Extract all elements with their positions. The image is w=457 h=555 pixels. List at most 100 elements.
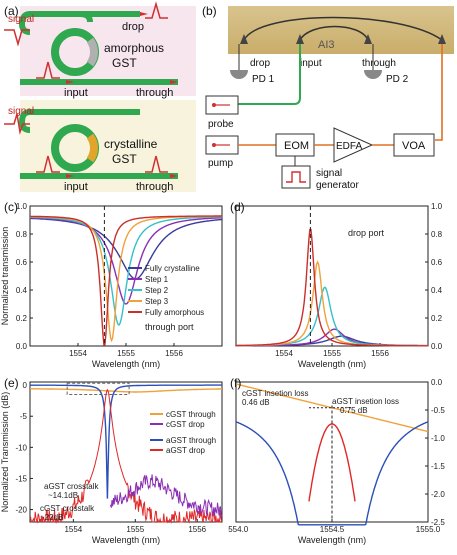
eom-label: EOM <box>284 140 309 152</box>
input-label: input <box>64 87 88 99</box>
pd2-label: PD 2 <box>386 74 409 85</box>
input-pulse-icon <box>36 61 60 79</box>
x-tick-label: 1555 <box>126 525 144 534</box>
plot-frame <box>29 381 223 523</box>
panel-a-label: (a) <box>4 4 19 18</box>
signal-label: signal <box>8 14 34 25</box>
annotation-label: cGST insetion loss <box>242 389 309 398</box>
x-tick-label: 1556 <box>371 349 389 358</box>
y-tick-label: 0.4 <box>431 286 443 295</box>
agst-drop-line <box>308 423 356 502</box>
pd1-icon <box>230 70 248 79</box>
y-tick-label: -5 <box>20 412 28 421</box>
edfa-label: EDFA <box>336 141 362 152</box>
legend-label: cGST through <box>166 410 216 419</box>
pump-label: pump <box>208 158 233 169</box>
annotation-label: 0.75 dB <box>340 406 368 415</box>
legend-label: aGST drop <box>166 446 206 455</box>
agst-through-line <box>235 421 429 526</box>
crystalline-gst-patch <box>86 133 98 163</box>
edfa-amplifier <box>333 127 374 163</box>
signal-generator-box <box>281 165 311 189</box>
signal-generator-line1: signal <box>316 168 342 179</box>
signal-dip-icon <box>4 29 30 47</box>
chart-d: 1554 1555 1556 0.0 0.2 0.4 0.6 0.8 1.0 Wavelength… <box>235 202 443 369</box>
y-tick-label: -10 <box>15 443 27 452</box>
legend-label: cGST drop <box>166 420 205 429</box>
panel-f-label: (f) <box>230 376 242 390</box>
series-line-2 <box>30 216 223 326</box>
annotation-label: ~14.1dB <box>48 491 78 500</box>
panel-e-label: (e) <box>4 376 19 390</box>
panel-a: (a) drop signal amorphous GST input thro… <box>0 0 200 196</box>
y-tick-label: 0.2 <box>431 314 443 323</box>
x-axis-label: Wavelength (nm) <box>92 535 160 545</box>
square-pulse-icon <box>286 171 306 183</box>
probe-label: probe <box>208 119 234 130</box>
input-label-bottom: input <box>64 181 88 193</box>
x-tick-label: 1555 <box>323 349 341 358</box>
drop-label: drop <box>250 58 270 69</box>
cgst-through-line <box>30 388 222 393</box>
x-tick-label: 1555.0 <box>416 525 441 534</box>
y-tick-label: 0.0 <box>16 342 28 351</box>
drop-label: drop <box>122 21 144 33</box>
state-label-bottom-line2: GST <box>112 152 137 166</box>
signal-pulse-icon <box>4 113 30 135</box>
pd1-label: PD 1 <box>252 74 275 85</box>
y-tick-label: -1.0 <box>431 434 445 443</box>
panel-b-label: (b) <box>202 4 217 18</box>
panel-e: (e) 1554 1555 1556 0 -5 -10 -15 -20 Wavelength (… <box>0 374 228 550</box>
series-line-4 <box>236 228 428 347</box>
y-tick-label: 0.2 <box>16 314 28 323</box>
signal-label-bottom: signal <box>8 106 34 117</box>
series-line-0 <box>29 217 223 280</box>
amorphous-gst-patch <box>86 37 98 67</box>
x-tick-label: 1555 <box>117 349 135 358</box>
legend-label: Fully crystalline <box>145 264 200 273</box>
chart-f: 1554.0 1554.5 1555.0 0.0 -0.5 -1.0 -1.5 -2.0 -2.… <box>224 378 446 545</box>
x-tick-label: 1554 <box>64 525 82 534</box>
through-label: through <box>136 87 173 99</box>
y-axis-label: Normalized transmission <box>0 227 10 326</box>
x-tick-label: 1556 <box>165 349 183 358</box>
panel-d-label: (d) <box>230 200 245 214</box>
annotation-label: ~22dB <box>40 513 63 522</box>
probe-fiber <box>238 44 301 105</box>
y-tick-label: 0 <box>23 381 28 390</box>
chart-e: 1554 1555 1556 0 -5 -10 -15 -20 Wavelength (nm) N… <box>0 381 223 545</box>
plot-frame <box>235 205 429 347</box>
y-tick-label: 1.0 <box>16 202 28 211</box>
y-tick-label: -2.5 <box>431 518 445 527</box>
panel-a-diagram: drop signal amorphous GST input through … <box>4 1 196 193</box>
panel-b: (b) AI3 drop input through PD 1 PD 2 pro… <box>200 0 457 196</box>
state-label-line1: amorphous <box>104 41 164 55</box>
through-label: through <box>362 58 396 69</box>
legend-label: Fully amorphous <box>145 308 204 317</box>
legend-label: Step 2 <box>145 286 169 295</box>
signal-generator-line2: generator <box>316 180 359 191</box>
x-tick-label: 1556 <box>188 525 206 534</box>
x-tick-label: 1554 <box>69 349 87 358</box>
series-line-3 <box>236 260 428 347</box>
drop-pulse-icon <box>145 1 168 19</box>
x-axis-label: Wavelength (nm) <box>298 359 366 369</box>
panel-b-setup-diagram: AI3 drop input through PD 1 PD 2 probe p… <box>205 6 454 191</box>
series-line-2 <box>236 286 428 347</box>
x-axis-label: Wavelength (nm) <box>92 359 160 369</box>
y-tick-label: 0.8 <box>431 230 443 239</box>
through-label-bottom: through <box>136 181 173 193</box>
state-label-bottom-line1: crystalline <box>104 137 158 151</box>
state-label-line2: GST <box>112 56 137 70</box>
legend-label: Step 1 <box>145 275 169 284</box>
annotation-label: aGST crosstalk <box>44 482 100 491</box>
chip-photo <box>228 6 454 54</box>
cgst-drop-line <box>110 474 223 518</box>
annotation-label: drop port <box>348 228 385 238</box>
annotation-label: through port <box>145 322 194 332</box>
annotation-label: cGST crosstalk <box>40 504 95 513</box>
zoom-region-box <box>66 382 130 395</box>
y-tick-label: -20 <box>15 506 27 515</box>
output-fiber <box>435 44 443 141</box>
panel-d: (d) 1554 1555 1556 0.0 0.2 0.4 0.6 0.8 1.0 Wavele… <box>228 198 457 372</box>
